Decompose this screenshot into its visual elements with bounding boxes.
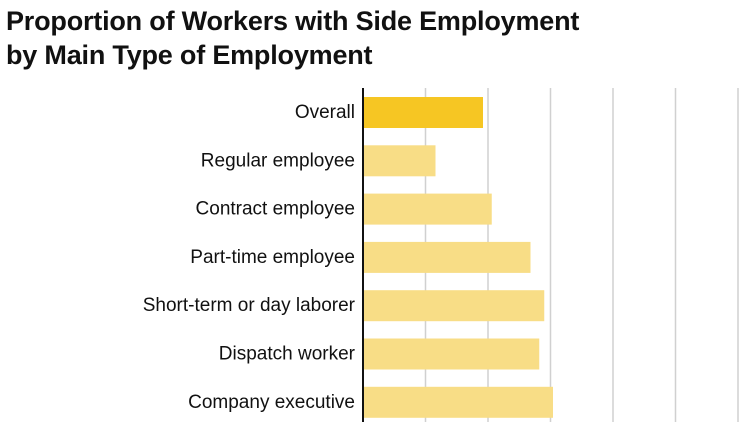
category-labels: Overall Regular employee Contract employee… <box>143 102 356 413</box>
category-label: Dispatch worker <box>219 344 356 365</box>
chart-title-line-2: by Main Type of Employment <box>6 40 373 70</box>
bar <box>363 241 531 273</box>
chart-title-line-1: Proportion of Workers with Side Employme… <box>6 6 580 36</box>
bar <box>363 338 540 370</box>
bar <box>363 97 483 128</box>
category-label: Contract employee <box>196 199 355 220</box>
category-label: Regular employee <box>201 150 355 171</box>
category-label: Overall <box>295 102 355 123</box>
category-label: Company executive <box>188 392 355 413</box>
bar <box>363 386 553 418</box>
bar <box>363 193 492 225</box>
bars <box>363 97 553 418</box>
category-label: Part-time employee <box>190 247 355 268</box>
category-label: Short-term or day laborer <box>143 295 356 316</box>
chart-title: Proportion of Workers with Side Employme… <box>6 4 579 72</box>
bar <box>363 290 545 322</box>
bar <box>363 145 436 177</box>
